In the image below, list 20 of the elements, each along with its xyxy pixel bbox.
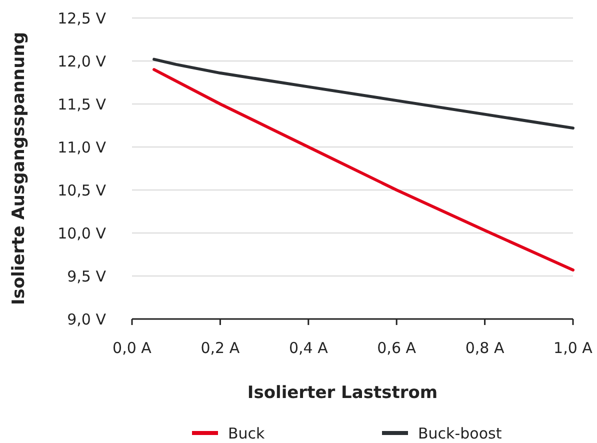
y-tick-label: 12,5 V [58, 9, 107, 28]
y-tick-label: 11,5 V [58, 95, 107, 114]
y-tick-label: 12,0 V [58, 52, 107, 70]
x-tick-label: 1,0 A [554, 339, 594, 357]
x-tick-label: 0,0 A [112, 339, 152, 357]
legend-label: Buck [228, 424, 266, 442]
y-tick-label: 9,5 V [67, 267, 107, 286]
y-tick-label: 10,5 V [58, 181, 107, 200]
y-tick-label: 9,0 V [67, 310, 107, 328]
line-series [152, 58, 574, 130]
x-axis-title: Isolierter Laststrom [247, 383, 438, 403]
y-axis-title: Isolierte Ausgangsspannung [9, 32, 29, 306]
line-series [152, 68, 574, 272]
y-tick-label: 11,0 V [58, 138, 107, 156]
y-tick-label: 10,0 V [58, 224, 107, 242]
x-tick-label: 0,2 A [200, 339, 240, 357]
x-tick-label: 0,8 A [465, 339, 505, 357]
x-tick-label: 0,6 A [377, 339, 417, 357]
legend-label: Buck-boost [418, 424, 502, 442]
x-tick-label: 0,4 A [288, 339, 329, 357]
